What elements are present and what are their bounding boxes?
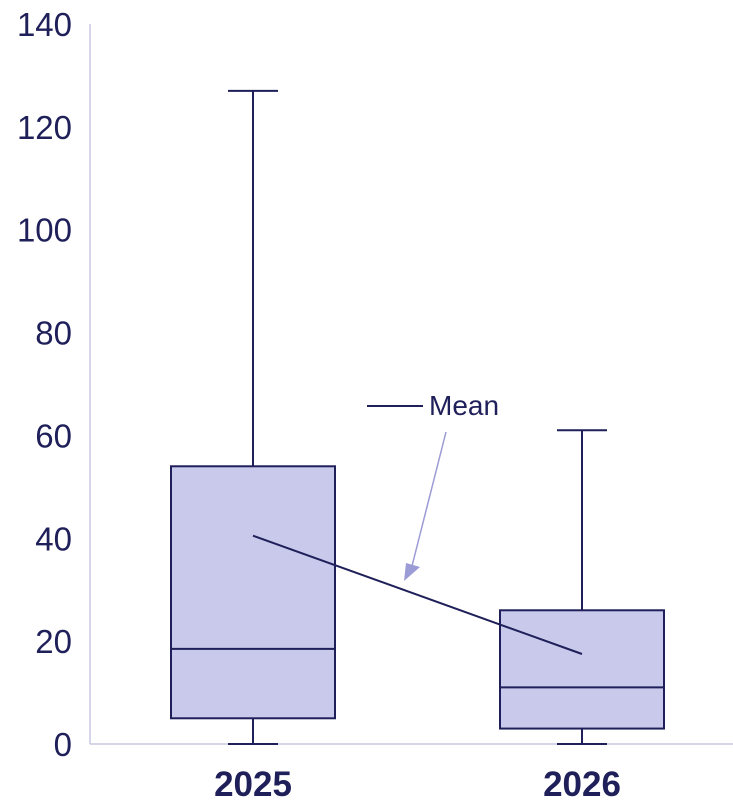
- box-2025: [170, 89, 336, 745]
- x-axis-categories: 2025 2026: [214, 765, 621, 801]
- y-tick-label: 120: [17, 109, 72, 146]
- y-tick-label: 20: [35, 623, 72, 660]
- box-2026: [499, 429, 665, 745]
- y-tick-label: 140: [17, 6, 72, 43]
- y-tick-label: 60: [35, 417, 72, 454]
- mean-annotation-arrowhead: [404, 563, 420, 581]
- y-tick-label: 0: [54, 726, 72, 763]
- mean-legend: Mean: [367, 390, 499, 581]
- mean-line: [252, 534, 583, 655]
- mean-legend-label: Mean: [429, 390, 499, 421]
- y-axis-ticks: 0 20 40 60 80 100 120 140: [17, 6, 72, 763]
- axes: [89, 24, 733, 745]
- x-category-label: 2025: [214, 765, 292, 801]
- y-tick-label: 40: [35, 520, 72, 557]
- iqr-box: [499, 609, 665, 730]
- y-tick-label: 80: [35, 315, 72, 352]
- box-series: [170, 89, 665, 745]
- mean-line-group: [252, 534, 583, 655]
- x-category-label: 2026: [543, 765, 621, 801]
- iqr-box: [170, 465, 336, 720]
- mean-annotation-arrow: [411, 431, 447, 567]
- y-tick-label: 100: [17, 212, 72, 249]
